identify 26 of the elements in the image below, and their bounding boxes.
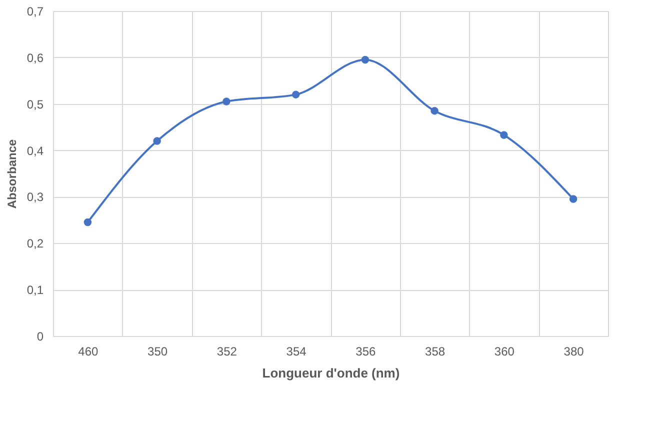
y-tick-label: 0,6	[26, 50, 44, 65]
y-tick-label: 0,1	[26, 283, 44, 298]
x-tick-label: 354	[286, 344, 307, 358]
x-tick-label: 356	[356, 344, 376, 358]
y-tick-label: 0,4	[26, 144, 44, 158]
x-axis-title: Longueur d'onde (nm)	[262, 366, 400, 380]
point	[430, 106, 438, 115]
point	[84, 218, 92, 226]
point	[292, 90, 300, 98]
x-tick-label: 358	[425, 344, 446, 358]
y-axis-title: Absorbance	[4, 139, 19, 209]
x-tick-label: 352	[216, 344, 238, 358]
y-tick-label: 0	[36, 330, 44, 344]
x-tick-label: 460	[78, 344, 99, 358]
point	[361, 56, 370, 64]
y-tick-label: 0,5	[26, 97, 44, 112]
point	[153, 137, 161, 145]
x-tick-label: 360	[494, 344, 515, 358]
y-tick-label: 0,7	[26, 4, 44, 18]
x-tick-label: 380	[564, 344, 584, 358]
y-tick-label: 0,3	[26, 190, 44, 204]
y-tick-label: 0,2	[26, 236, 44, 251]
point	[569, 195, 578, 203]
x-tick-label: 350	[148, 344, 168, 358]
point	[500, 131, 508, 139]
point	[222, 98, 230, 106]
